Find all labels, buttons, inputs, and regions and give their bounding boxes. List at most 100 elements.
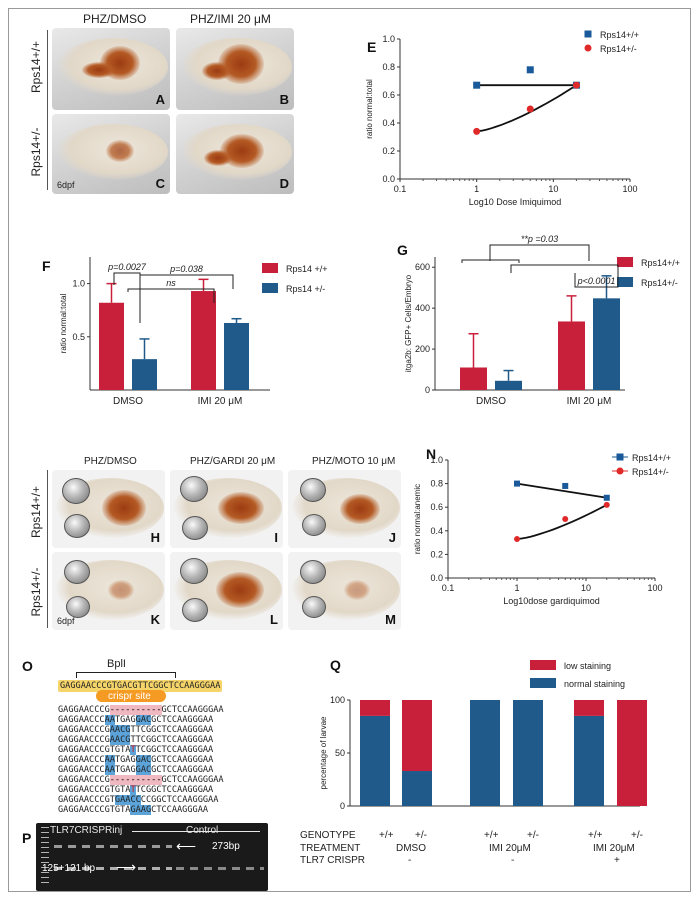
sequence-segment: GCTCCAAGGGAA [161, 705, 224, 715]
sequence-segment: GCTCCAAGGGAA [151, 765, 214, 775]
row-label-h-wt: Rps14+/+ [29, 485, 43, 539]
row-label-h-het: Rps14+/- [29, 567, 43, 617]
significance-bracket [510, 264, 619, 273]
sequence-variant: AA [104, 755, 115, 765]
legend-swatch [617, 257, 633, 267]
legend-label-het: Rps14+/- [632, 467, 669, 477]
x-tick-label: 10 [581, 583, 591, 593]
sequence-row: GAGGAACCCAATGAGGACGCTCCAAGGGAA [58, 755, 224, 765]
sequence-segment: GAGGAACCCGT [58, 795, 115, 805]
sequence-variant: GAC [135, 765, 152, 775]
y-tick-label: 0.5 [72, 332, 85, 342]
legend-label: Rps14+/+ [641, 258, 680, 268]
bar [593, 298, 620, 390]
sequence-row: GAGGAACCCAATGAGGACGCTCCAAGGGAA [58, 765, 224, 775]
y-tick-label: 0.8 [382, 62, 395, 72]
photo-h: H [52, 470, 165, 548]
sequence-segment: CTCCAAGGGAA [151, 805, 209, 815]
category-label: IMI 20 μM [198, 396, 243, 407]
panel-letter-m: M [385, 612, 396, 627]
y-tick-label: 200 [415, 344, 430, 354]
sequence-row: GAGGAACCCGTGAACCCCGGCTCCAAGGGAA [58, 795, 224, 805]
treat-imi-2: IMI 20μM [593, 843, 635, 854]
col-header-dmso: PHZ/DMSO [83, 12, 147, 26]
x-tick-label: 0.1 [442, 583, 455, 593]
treat-dmso: DMSO [396, 843, 426, 854]
panel-letter-j: J [388, 530, 396, 545]
sequence-segment: GAGGAACCCG [58, 705, 110, 715]
sequence-variant: ---------- [109, 775, 162, 785]
sequence-row: GAGGAACCCGTGTAGAAGCTCCAAGGGAA [58, 805, 224, 815]
chart-n: N 0.0 0.2 0.4 0.6 0.8 1.0 0.1 1 10 100 Log10dose ga… [413, 446, 671, 606]
legend-label: Rps14 +/+ [286, 264, 328, 274]
x-tick-label: 100 [622, 184, 637, 194]
sequence-segment: GAGGAACCCGTGTA [58, 805, 131, 815]
geno-4: +/- [527, 830, 539, 841]
panel-letter-k: K [150, 612, 160, 627]
significance-label: p=0.038 [169, 264, 203, 274]
y-tick-label: 0.6 [382, 90, 395, 100]
crispr-site-box [96, 690, 166, 702]
bar [99, 302, 124, 390]
bar [460, 367, 487, 390]
data-point-wt [603, 494, 610, 501]
reference-sequence: GAGGAACCCGTGACGTTCGGCTCCAAGGGAA [58, 680, 223, 692]
tlr-3: + [614, 855, 620, 866]
y-tick-label: 0.6 [430, 502, 443, 512]
sequence-variant: AACG [109, 725, 131, 735]
sequence-row: GAGGAACCCGAACGTTCGGCTCCAAGGGAA [58, 735, 224, 745]
photo-m: M [288, 552, 401, 630]
age-label: 6dpf [57, 180, 75, 190]
sequence-row: GAGGAACCCGAACGTTCGGCTCCAAGGGAA [58, 725, 224, 735]
y-axis-label: ratio normal:total [365, 79, 374, 139]
col-header-h3: PHZ/MOTO 10 μM [312, 456, 396, 467]
sequence-segment: GAGGAACCCG [58, 725, 110, 735]
y-axis-label: itga2b: GFP+ Cells/Embryo [404, 274, 413, 372]
legend-marker-wt [616, 453, 624, 461]
chart-e: E 0.0 0.2 0.4 0.6 0.8 1.0 0.1 1 10 100 Log10 Dose I… [365, 30, 639, 207]
sequence-variant: AA [104, 765, 115, 775]
data-point-het [473, 127, 481, 135]
y-tick-label: 0 [340, 801, 345, 811]
y-tick-label: 0.8 [430, 479, 443, 489]
significance-bracket [489, 244, 590, 261]
enzyme-label: BplI [107, 658, 126, 670]
bar-normal [513, 700, 543, 806]
photo-l: L [170, 552, 283, 630]
y-axis-label: ratio normal:anemic [413, 484, 422, 554]
bar [191, 291, 216, 390]
legend-label-normal: normal staining [564, 679, 625, 689]
legend-label-het: Rps14+/- [600, 44, 637, 54]
row-divider-h [47, 470, 48, 628]
x-tick-label: 0.1 [394, 184, 407, 194]
bar-normal [402, 771, 432, 806]
band-arrow-125: ⟶ [116, 859, 137, 875]
col-header-h2: PHZ/GARDI 20 μM [190, 456, 276, 467]
sequence-variant: ---------- [109, 705, 162, 715]
y-tick-label: 1.0 [72, 279, 85, 289]
sequence-row: GAGGAACCCG----------GCTCCAAGGGAA [58, 775, 224, 785]
bar-normal [360, 715, 390, 806]
significance-bracket [127, 288, 215, 303]
age-label-h: 6dpf [57, 616, 75, 626]
sequence-segment: TTCGGCTCCAAGGGAA [130, 735, 214, 745]
y-axis-label: percentage of larvae [319, 716, 328, 789]
data-point-het [514, 536, 520, 543]
fit-line-wt [516, 482, 607, 499]
geno-3: +/+ [484, 830, 499, 841]
data-point-het [572, 81, 580, 89]
sequence-segment: TCGGCTCCAAGGGAA [135, 745, 214, 755]
sequence-segment: TGAG [114, 765, 136, 775]
sequence-segment: GCTCCAAGGGAA [161, 775, 224, 785]
photo-i: I [170, 470, 283, 548]
legend-marker-wt [584, 30, 592, 38]
geno-5: +/+ [588, 830, 603, 841]
geno-2: +/- [415, 830, 427, 841]
x-tick-label: 1 [514, 583, 519, 593]
panel-letter-h: H [150, 530, 160, 545]
panel-letter-n: N [426, 446, 436, 462]
sequence-segment: GAGGAACCC [58, 715, 105, 725]
bar [558, 321, 585, 390]
bar [132, 359, 157, 390]
sequence-segment: GAGGAACCCGTGTA [58, 785, 131, 795]
